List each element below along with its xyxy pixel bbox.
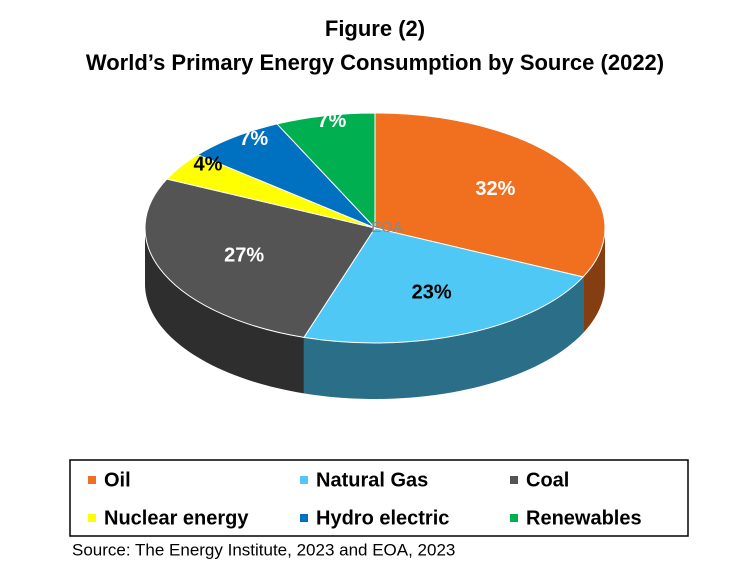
legend-label: Renewables [526,507,642,529]
data-label: 27% [224,245,264,267]
legend-swatch [510,514,518,522]
slice [196,123,376,229]
legend-label: Coal [526,469,569,491]
slice-side [145,228,304,394]
slice [276,112,376,230]
legend-label: Natural Gas [316,469,428,491]
watermark: EOA [371,219,403,236]
slice [374,112,606,278]
legend-label: Nuclear energy [104,507,249,529]
legend-swatch [300,476,308,484]
legend-swatch [88,514,96,522]
data-label: 7% [239,128,268,150]
data-label: 4% [194,153,223,175]
legend-box [69,459,689,537]
data-label: 23% [412,282,452,304]
data-label: 7% [317,110,346,132]
source-note: Source: The Energy Institute, 2023 and E… [72,540,455,559]
legend-label: Oil [104,469,131,491]
chart-title: Figure (2) [325,16,425,41]
pie: EOA 32% 23% 27% 4% 7% 7% [144,110,606,399]
legend-swatch [300,514,308,522]
legend-swatch [510,476,518,484]
data-label: 32% [475,178,515,200]
slice [144,178,376,338]
chart-subtitle: World’s Primary Energy Consumption by So… [86,50,664,75]
slice [303,227,585,344]
legend-label: Hydro electric [316,507,449,529]
legend-swatch [88,476,96,484]
